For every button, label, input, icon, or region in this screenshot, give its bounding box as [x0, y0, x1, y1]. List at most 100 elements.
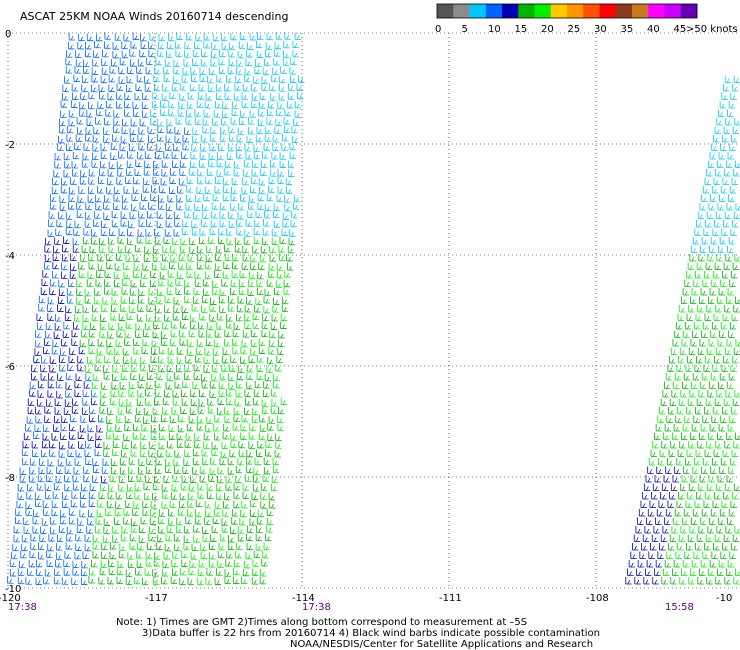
wind-barb: [41, 518, 49, 526]
wind-barb: [57, 458, 65, 467]
wind-barb: [272, 305, 279, 313]
wind-barb: [268, 185, 275, 193]
wind-barb: [217, 466, 224, 475]
wind-barb: [237, 212, 245, 220]
wind-barb: [46, 559, 54, 567]
wind-barb: [64, 474, 71, 483]
wind-barb: [209, 227, 217, 235]
wind-barb: [62, 492, 69, 500]
wind-barb: [134, 414, 142, 423]
wind-barb: [643, 483, 651, 491]
wind-barb: [161, 253, 169, 262]
wind-barb: [277, 423, 284, 431]
wind-barb: [53, 245, 60, 254]
wind-barb: [158, 356, 165, 364]
x-tick-label: -108: [586, 593, 609, 604]
wind-barb: [89, 567, 96, 576]
wind-barb: [127, 474, 135, 483]
wind-barb: [697, 483, 705, 491]
wind-barb: [112, 373, 119, 382]
wind-barb: [31, 372, 38, 381]
wind-barb: [101, 67, 109, 75]
wind-barb: [167, 347, 175, 355]
wind-barb: [257, 440, 264, 449]
wind-barb: [708, 475, 716, 483]
wind-barb: [68, 517, 76, 525]
wind-barb: [679, 347, 687, 355]
wind-barb: [178, 253, 186, 262]
wind-barb: [60, 348, 67, 356]
wind-barb: [26, 416, 34, 424]
wind-barb: [190, 552, 198, 560]
wind-barb: [688, 305, 695, 313]
wind-barb: [688, 483, 696, 491]
wind-barb: [712, 500, 719, 508]
wind-barb: [717, 432, 724, 440]
wind-barb: [206, 483, 214, 491]
wind-barb: [142, 263, 149, 271]
wind-barb: [52, 261, 59, 270]
wind-barb: [126, 312, 134, 320]
wind-barb: [189, 237, 196, 246]
wind-barb: [221, 364, 228, 372]
wind-barb: [66, 220, 73, 228]
wind-barb: [237, 127, 245, 135]
wind-barb: [258, 338, 266, 347]
wind-barb: [663, 568, 670, 576]
wind-barb: [146, 372, 154, 380]
wind-barb: [79, 424, 87, 433]
wind-barb: [718, 109, 725, 117]
wind-barb: [87, 195, 95, 203]
wind-barb: [297, 91, 304, 100]
wind-barb: [187, 577, 194, 585]
wind-barb: [682, 381, 689, 389]
plot-background: [8, 33, 740, 588]
wind-barb: [58, 135, 65, 144]
wind-barb: [715, 305, 722, 313]
wind-barb: [254, 66, 261, 74]
wind-barb: [169, 415, 177, 423]
wind-barb: [260, 568, 267, 577]
wind-barb: [176, 271, 184, 279]
wind-barb: [161, 93, 169, 101]
wind-barb: [150, 270, 157, 279]
wind-barb: [94, 363, 102, 372]
wind-barb: [704, 543, 711, 551]
wind-barb: [165, 465, 172, 474]
wind-barb: [725, 254, 732, 262]
wind-barb: [187, 500, 194, 508]
wind-barb: [108, 237, 115, 245]
wind-barb: [682, 288, 690, 296]
wind-barb: [189, 314, 197, 322]
wind-barb: [253, 151, 261, 160]
wind-barb: [109, 551, 116, 560]
wind-barb: [146, 304, 153, 312]
wind-barb: [184, 210, 191, 219]
wind-barb: [250, 499, 257, 508]
wind-barb: [245, 219, 253, 227]
wind-barb: [698, 296, 706, 304]
wind-barb: [231, 177, 239, 186]
wind-barb: [723, 84, 730, 92]
wind-barb: [123, 271, 130, 280]
wind-barb: [262, 550, 269, 559]
wind-barb: [264, 211, 271, 219]
wind-barb: [246, 42, 254, 50]
wind-barb: [38, 304, 45, 312]
wind-barb: [121, 525, 128, 534]
wind-barb: [189, 246, 196, 254]
wind-barb: [271, 237, 279, 245]
wind-barb: [112, 526, 119, 534]
legend-max-label: >50 knots: [686, 24, 738, 35]
wind-barb: [162, 397, 170, 406]
y-tick-label: -8: [5, 473, 15, 484]
wind-barb: [160, 262, 168, 270]
wind-barb: [732, 126, 740, 134]
wind-barb: [727, 109, 734, 117]
wind-barb: [58, 441, 66, 450]
wind-barb: [264, 126, 272, 135]
wind-barb: [728, 509, 736, 517]
wind-barb: [71, 100, 78, 108]
wind-barb: [733, 483, 740, 491]
wind-barb: [133, 576, 141, 585]
